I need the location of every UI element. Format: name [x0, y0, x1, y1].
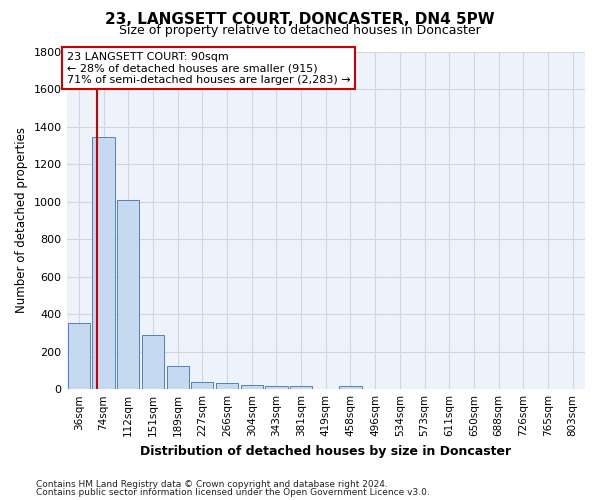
Text: Size of property relative to detached houses in Doncaster: Size of property relative to detached ho… — [119, 24, 481, 37]
Bar — [167, 366, 189, 389]
Bar — [265, 386, 287, 389]
Bar — [92, 137, 115, 389]
Bar — [340, 386, 362, 389]
Bar — [142, 335, 164, 389]
Text: 23 LANGSETT COURT: 90sqm
← 28% of detached houses are smaller (915)
71% of semi-: 23 LANGSETT COURT: 90sqm ← 28% of detach… — [67, 52, 350, 84]
Bar — [241, 385, 263, 389]
Bar — [68, 322, 90, 389]
Y-axis label: Number of detached properties: Number of detached properties — [15, 128, 28, 314]
Bar — [290, 386, 312, 389]
Bar — [191, 382, 214, 389]
Text: Contains public sector information licensed under the Open Government Licence v3: Contains public sector information licen… — [36, 488, 430, 497]
Bar — [216, 383, 238, 389]
X-axis label: Distribution of detached houses by size in Doncaster: Distribution of detached houses by size … — [140, 444, 511, 458]
Text: 23, LANGSETT COURT, DONCASTER, DN4 5PW: 23, LANGSETT COURT, DONCASTER, DN4 5PW — [105, 12, 495, 28]
Text: Contains HM Land Registry data © Crown copyright and database right 2024.: Contains HM Land Registry data © Crown c… — [36, 480, 388, 489]
Bar — [117, 200, 139, 389]
